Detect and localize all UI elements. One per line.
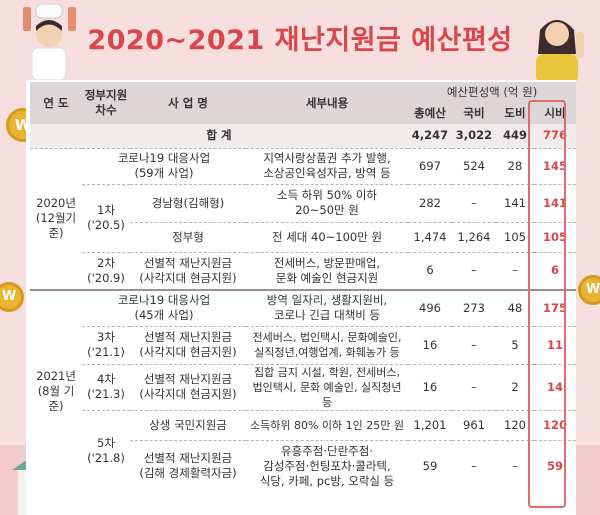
round-4: 4차 ('21.3) bbox=[82, 364, 130, 411]
province-cell: 28 bbox=[496, 148, 534, 185]
total-cell: 6 bbox=[408, 252, 452, 291]
year-2020: 2020년 (12월기준) bbox=[30, 148, 82, 291]
province-cell: 120 bbox=[496, 410, 534, 441]
round-5: 5차 ('21.8) bbox=[87, 436, 125, 466]
header-round: 정부지원 차수 bbox=[82, 82, 130, 124]
detail-cell: 전세버스, 법인택시, 문화예술인, 실직청년,여행업계, 화훼농가 등 bbox=[246, 326, 408, 365]
city-cell: 59 bbox=[547, 458, 564, 473]
table-row: 2020년 (12월기준) 코로나19 대응사업 (59개 사업) 지역사랑상품… bbox=[30, 148, 577, 291]
total-cell: 16 bbox=[408, 364, 452, 411]
province-cell: – bbox=[512, 458, 518, 473]
total-cell: 16 bbox=[408, 326, 452, 365]
project-cell: 경남형(김해형) bbox=[130, 184, 246, 223]
city-cell: 120 bbox=[534, 410, 577, 441]
city-cell: 175 bbox=[534, 290, 577, 327]
total-cell: 1,201 bbox=[408, 410, 452, 441]
table-row: 5차 ('21.8) 상생 국민지원금 소득하위 80% 이하 1인 25만 원… bbox=[30, 410, 577, 465]
sum-province: 449 bbox=[496, 124, 534, 149]
sum-row: 합 계 4,247 3,022 449 776 bbox=[30, 124, 577, 149]
national-cell: 524 bbox=[452, 148, 496, 185]
header-national: 국비 bbox=[452, 102, 496, 124]
sum-city: 776 bbox=[534, 124, 577, 149]
detail-cell: 방역 일자리, 생활지원비, 코로나 긴급 대책비 등 bbox=[246, 290, 408, 327]
total-cell: 697 bbox=[408, 148, 452, 185]
project-cell: 선별적 재난지원금 (김해 경제활력자금) bbox=[139, 451, 237, 481]
detail-cell: 전세버스, 방문판매업, 문화 예술인 현금지원 bbox=[246, 252, 408, 291]
page-title: 2020~2021 재난지원금 예산편성 bbox=[87, 25, 513, 56]
header-detail: 세부내용 bbox=[246, 82, 408, 124]
national-cell: – bbox=[452, 184, 496, 223]
table-row: 3차 ('21.1) 선별적 재난지원금 (사각지대 현금지원) 전세버스, 법… bbox=[30, 326, 577, 365]
table-row: 2021년 (8월 기준) 코로나19 대응사업 (45개 사업) 방역 일자리… bbox=[30, 290, 577, 413]
total-cell: 1,474 bbox=[408, 222, 452, 253]
header-year: 연 도 bbox=[30, 82, 82, 124]
detail-cell: 지역사랑상품권 추가 발행, 소상공인육성자금, 방역 등 bbox=[246, 148, 408, 185]
detail-cell: 소득하위 80% 이하 1인 25만 원 bbox=[246, 410, 408, 441]
province-cell: 2 bbox=[496, 364, 534, 411]
table-row: 정부형 전 세대 40~100만 원 1,474 1,264 105 105 bbox=[30, 222, 577, 253]
sum-total: 4,247 bbox=[408, 124, 452, 149]
national-cell: – bbox=[452, 364, 496, 411]
national-cell: 961 bbox=[452, 410, 496, 441]
total-cell: 282 bbox=[408, 184, 452, 223]
detail-cell: 소득 하위 50% 이하 20~50만 원 bbox=[246, 184, 408, 223]
city-cell: 145 bbox=[534, 148, 577, 185]
chef-illustration bbox=[23, 4, 76, 80]
sum-national: 3,022 bbox=[452, 124, 496, 149]
project-cell: 상생 국민지원금 bbox=[130, 410, 246, 441]
coin-icon: W bbox=[0, 282, 24, 312]
project-cell: 코로나19 대응사업 (45개 사업) bbox=[82, 290, 246, 327]
national-cell: – bbox=[452, 326, 496, 365]
header-budget-group: 예산편성액 (억 원) bbox=[408, 82, 577, 102]
total-cell: 496 bbox=[408, 290, 452, 327]
project-cell: 선별적 재난지원금 (사각지대 현금지원) bbox=[130, 252, 246, 291]
city-cell: 14 bbox=[534, 364, 577, 411]
city-cell: 6 bbox=[534, 252, 577, 291]
project-cell: 코로나19 대응사업 (59개 사업) bbox=[82, 148, 246, 185]
province-cell: 48 bbox=[496, 290, 534, 327]
header-total: 총예산 bbox=[408, 102, 452, 124]
sum-label: 합 계 bbox=[30, 124, 408, 149]
round-1: 1차 ('20.5) bbox=[82, 184, 130, 253]
national-cell: – bbox=[471, 458, 477, 473]
project-cell: 선별적 재난지원금 (사각지대 현금지원) bbox=[130, 364, 246, 411]
year-2021: 2021년 (8월 기준) bbox=[36, 369, 76, 413]
province-cell: 105 bbox=[496, 222, 534, 253]
header-project: 사 업 명 bbox=[130, 82, 246, 124]
national-cell: 1,264 bbox=[452, 222, 496, 253]
total-cell: 59 bbox=[422, 458, 438, 473]
round-2: 2차 ('20.9) bbox=[82, 252, 130, 291]
province-cell: 5 bbox=[496, 326, 534, 365]
project-cell: 정부형 bbox=[130, 222, 246, 253]
city-cell: 11 bbox=[534, 326, 577, 365]
national-cell: – bbox=[452, 252, 496, 291]
round-3: 3차 ('21.1) bbox=[82, 326, 130, 365]
city-cell: 105 bbox=[534, 222, 577, 253]
header-province: 도비 bbox=[496, 102, 534, 124]
table-row: 2차 ('20.9) 선별적 재난지원금 (사각지대 현금지원) 전세버스, 방… bbox=[30, 252, 577, 291]
woman-illustration bbox=[536, 20, 584, 84]
project-cell: 선별적 재난지원금 (사각지대 현금지원) bbox=[130, 326, 246, 365]
table-row: 1차 ('20.5) 경남형(김해형) 소득 하위 50% 이하 20~50만 … bbox=[30, 184, 577, 253]
detail-cell: 전 세대 40~100만 원 bbox=[246, 222, 408, 253]
table-row: 선별적 재난지원금 (김해 경제활력자금) 유흥주점·단란주점· 감성주점·헌팅… bbox=[30, 440, 576, 492]
detail-cell: 집합 금지 시설, 학원, 전세버스, 법인택시, 문화 예술인, 실직청년 등 bbox=[246, 364, 408, 411]
province-cell: – bbox=[496, 252, 534, 291]
table-row: 4차 ('21.3) 선별적 재난지원금 (사각지대 현금지원) 집합 금지 시… bbox=[30, 364, 577, 411]
city-column-highlight bbox=[528, 100, 566, 508]
national-cell: 273 bbox=[452, 290, 496, 327]
province-cell: 141 bbox=[496, 184, 534, 223]
budget-table: 연 도 정부지원 차수 사 업 명 세부내용 예산편성액 (억 원) 총예산 국… bbox=[30, 82, 577, 492]
detail-cell: 유흥주점·단란주점· 감성주점·헌팅포차·콜라텍, 식당, 카페, pc방, 오… bbox=[259, 443, 395, 488]
city-cell: 141 bbox=[534, 184, 577, 223]
coin-icon: W bbox=[578, 275, 600, 305]
